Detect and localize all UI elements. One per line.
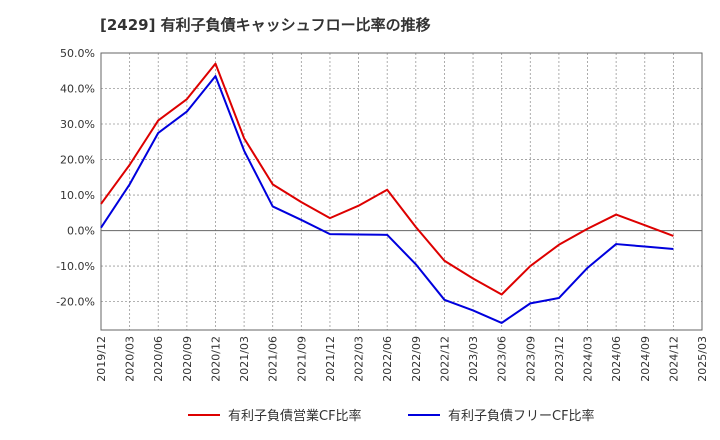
legend-label-2: 有利子負債フリーCF比率	[448, 408, 595, 424]
x-tick-label: 2021/09	[295, 336, 308, 382]
y-tick-label: 50.0%	[60, 47, 95, 60]
plot-area	[101, 53, 702, 330]
series-layer	[100, 62, 674, 324]
y-tick-label: 20.0%	[60, 154, 95, 167]
x-tick-label: 2022/03	[353, 336, 366, 382]
x-tick-label: 2021/06	[267, 336, 280, 382]
x-tick-label: 2024/12	[667, 336, 680, 382]
x-tick-label: 2020/09	[181, 336, 194, 382]
y-tick-label: 40.0%	[60, 83, 95, 96]
plot-border	[100, 52, 703, 331]
y-tick-label: 10.0%	[60, 189, 95, 202]
x-tick-label: 2023/09	[524, 336, 537, 382]
y-tick-label: -10.0%	[56, 260, 95, 273]
x-tick-label: 2021/03	[238, 336, 251, 382]
series-line-2	[100, 75, 674, 324]
x-tick-label: 2022/06	[381, 336, 394, 382]
y-tick-label: 0.0%	[67, 225, 95, 238]
x-tick-label: 2020/06	[152, 336, 165, 382]
x-tick-label: 2024/09	[639, 336, 652, 382]
legend: 有利子負債営業CF比率 有利子負債フリーCF比率	[188, 408, 595, 424]
series-line-1	[100, 62, 674, 296]
x-tick-label: 2020/03	[124, 336, 137, 382]
chart-title: [2429] 有利子負債キャッシュフロー比率の推移	[100, 16, 431, 34]
x-tick-label: 2024/03	[582, 336, 595, 382]
x-tick-label: 2022/12	[438, 336, 451, 382]
x-tick-label: 2023/03	[467, 336, 480, 382]
grid-layer	[101, 52, 702, 330]
x-tick-label: 2022/09	[410, 336, 423, 382]
x-tick-label: 2019/12	[95, 336, 108, 382]
x-tick-label: 2020/12	[209, 336, 222, 382]
y-tick-label: 30.0%	[60, 118, 95, 131]
x-tick-label: 2024/06	[610, 336, 623, 382]
axis-layer: 50.0% 40.0% 30.0% 20.0% 10.0% 0.0% -10.0% -20.0…	[56, 47, 709, 382]
y-tick-label: -20.0%	[56, 296, 95, 309]
x-tick-label: 2023/06	[496, 336, 509, 382]
x-tick-label: 2025/03	[696, 336, 709, 382]
x-tick-label: 2023/12	[553, 336, 566, 382]
x-tick-label: 2021/12	[324, 336, 337, 382]
legend-label-1: 有利子負債営業CF比率	[228, 408, 362, 424]
